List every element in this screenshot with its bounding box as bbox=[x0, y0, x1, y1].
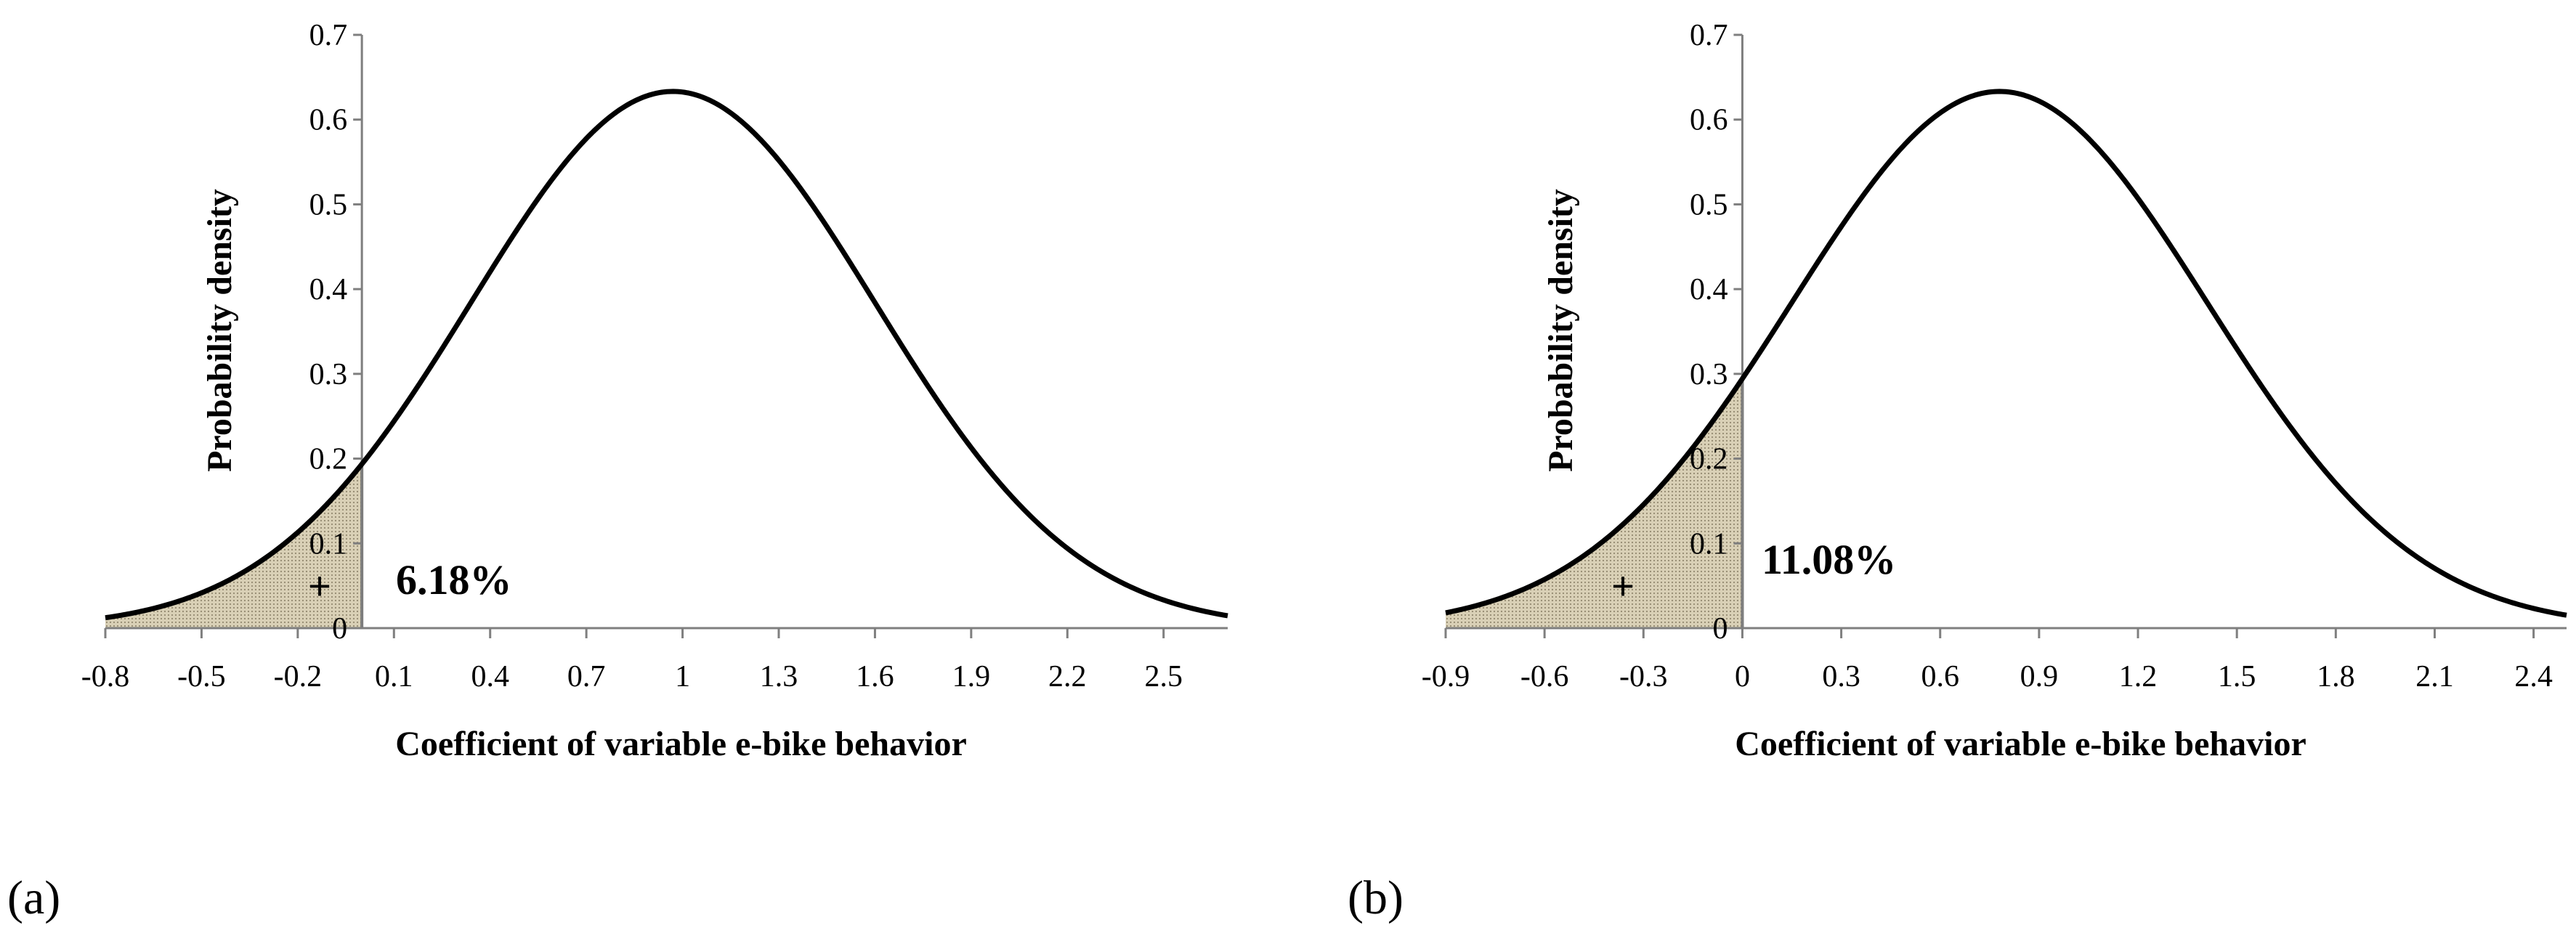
x-tick-label: 2.4 bbox=[2514, 660, 2553, 693]
y-tick-label: 0 bbox=[332, 612, 347, 646]
y-tick-label: 0.7 bbox=[309, 19, 348, 52]
x-axis-title: Coefficient of variable e-bike behavior bbox=[395, 725, 967, 763]
x-tick-label: -0.9 bbox=[1422, 660, 1470, 693]
x-tick-label: 0.7 bbox=[567, 660, 606, 693]
plus-sign: + bbox=[308, 564, 331, 608]
y-tick-label: 0.6 bbox=[1690, 104, 1728, 137]
percentage-annotation: 11.08% bbox=[1762, 536, 1896, 583]
x-tick-label: 0.4 bbox=[471, 660, 509, 693]
x-tick-label: 0.6 bbox=[1921, 660, 1959, 693]
density-curve bbox=[105, 89, 1228, 621]
x-tick-label: 1.5 bbox=[2218, 660, 2256, 693]
x-tick-label: 0.1 bbox=[375, 660, 413, 693]
y-tick-label: 0.7 bbox=[1690, 19, 1728, 52]
x-axis-title: Coefficient of variable e-bike behavior bbox=[1735, 725, 2306, 763]
y-axis-title: Probability density bbox=[201, 189, 239, 472]
shaded-area bbox=[105, 464, 362, 628]
x-tick-label: 1.2 bbox=[2119, 660, 2158, 693]
x-tick-label: 1.6 bbox=[856, 660, 894, 693]
panel-label-a: (a) bbox=[7, 871, 60, 924]
chart-panel-a: 0 0.1 0.2 0.3 0.4 0.5 0.6 0.7 -0.8 -0.5 -0.2 0.1 0.4… bbox=[81, 19, 1228, 763]
x-tick-label: 0.3 bbox=[1822, 660, 1860, 693]
y-tick-label: 0 bbox=[1712, 612, 1728, 646]
plus-sign: + bbox=[1611, 564, 1635, 608]
x-tick-label: 1.3 bbox=[760, 660, 798, 693]
x-tick-label: -0.8 bbox=[81, 660, 130, 693]
y-tick-label: 0.3 bbox=[1690, 358, 1728, 391]
y-tick-label: 0.5 bbox=[1690, 188, 1728, 221]
x-tick-label: -0.6 bbox=[1520, 660, 1569, 693]
x-tick-label: -0.2 bbox=[274, 660, 323, 693]
x-tick-label: 1.9 bbox=[952, 660, 991, 693]
percentage-annotation: 6.18% bbox=[396, 556, 512, 603]
panel-label-b: (b) bbox=[1348, 871, 1404, 924]
y-tick-label: 0.4 bbox=[309, 273, 348, 306]
density-curve bbox=[1445, 89, 2567, 618]
y-tick-label: 0.2 bbox=[309, 443, 348, 476]
y-tick-label: 0.5 bbox=[309, 188, 348, 221]
x-tick-label: -0.3 bbox=[1619, 660, 1668, 693]
x-tick-label: 1.8 bbox=[2317, 660, 2355, 693]
y-tick-label: 0.4 bbox=[1690, 273, 1728, 306]
y-tick-label: 0.1 bbox=[309, 527, 348, 561]
x-tick-label: 1 bbox=[675, 660, 690, 693]
x-tick-label: 2.2 bbox=[1048, 660, 1087, 693]
chart-panel-b: 0 0.1 0.2 0.3 0.4 0.5 0.6 0.7 -0.9 -0.6 -0.3 0 0.3 0.… bbox=[1422, 19, 2567, 763]
x-tick-label: 2.1 bbox=[2415, 660, 2454, 693]
y-tick-label: 0.6 bbox=[309, 104, 348, 137]
y-tick-label: 0.1 bbox=[1690, 527, 1728, 561]
x-tick-label: 2.5 bbox=[1144, 660, 1183, 693]
x-tick-label: -0.5 bbox=[177, 660, 226, 693]
x-tick-label: 0.9 bbox=[2020, 660, 2059, 693]
shaded-area bbox=[1446, 378, 1743, 628]
x-tick-label: 0 bbox=[1735, 660, 1750, 693]
y-tick-label: 0.2 bbox=[1690, 443, 1728, 476]
y-axis-title: Probability density bbox=[1542, 189, 1580, 472]
y-tick-label: 0.3 bbox=[309, 358, 348, 391]
